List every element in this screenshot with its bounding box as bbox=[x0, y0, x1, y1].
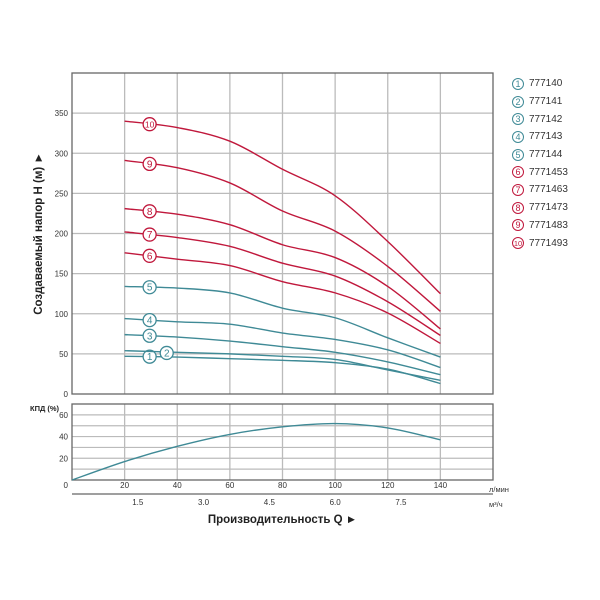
x-tick-label: 40 bbox=[173, 481, 182, 490]
legend-label: 777143 bbox=[529, 131, 563, 143]
x2-tick-label: 4.5 bbox=[264, 498, 276, 507]
plot-frame bbox=[71, 72, 494, 395]
x2-tick-label: 7.5 bbox=[395, 498, 407, 507]
curve-5 bbox=[124, 285, 441, 358]
legend-item: 5 777144 bbox=[512, 146, 568, 164]
legend-item: 9 7771483 bbox=[512, 217, 568, 235]
curve-label-badge bbox=[142, 312, 157, 328]
legend-label: 777140 bbox=[529, 78, 563, 90]
curve-label-number: 3 bbox=[147, 331, 153, 342]
efficiency-axis-label: КПД (%) bbox=[30, 404, 60, 413]
curve-label-number: 7 bbox=[147, 230, 153, 241]
curve-label-badge bbox=[142, 204, 157, 219]
legend-item: 1 777140 bbox=[512, 75, 568, 93]
legend-badge: 5 bbox=[512, 148, 524, 161]
legend-badge: 3 bbox=[512, 113, 524, 126]
curve-4 bbox=[124, 317, 441, 369]
x-tick-label: 140 bbox=[434, 481, 448, 490]
curve-label-number: 1 bbox=[147, 352, 153, 363]
y-tick-label: 150 bbox=[55, 270, 69, 279]
y-tick-label: 0 bbox=[64, 390, 69, 399]
x-tick-label: 100 bbox=[328, 481, 342, 490]
legend-badge: 4 bbox=[512, 130, 524, 143]
legend-label: 7771483 bbox=[529, 219, 568, 231]
curve-label-number: 4 bbox=[147, 316, 153, 327]
curve-label-badge bbox=[142, 248, 157, 263]
legend-item: 10 7771493 bbox=[512, 234, 568, 252]
curve-label-badge bbox=[142, 328, 157, 343]
legend-badge: 2 bbox=[512, 95, 524, 108]
legend-label: 777142 bbox=[529, 113, 563, 125]
plot-frame bbox=[71, 403, 494, 481]
x-tick-label: 20 bbox=[120, 481, 129, 490]
legend-badge: 7 bbox=[512, 183, 524, 196]
x2-tick-label: 1.5 bbox=[132, 498, 144, 507]
x2-unit-label: м³/ч bbox=[489, 500, 503, 509]
x2-tick-label: 3.0 bbox=[198, 498, 210, 507]
x-tick-label: 120 bbox=[381, 481, 395, 490]
curve-label-badge bbox=[142, 227, 157, 242]
curve-label-number: 8 bbox=[147, 207, 153, 218]
y-tick-label: 300 bbox=[55, 149, 69, 158]
curve-label-number: 9 bbox=[147, 159, 153, 170]
x2-tick-label: 6.0 bbox=[330, 498, 342, 507]
curve-label-number: 5 bbox=[147, 283, 153, 294]
y-axis-label: Создаваемый напор H (м) ► bbox=[33, 152, 45, 315]
curve-label-number: 2 bbox=[164, 348, 170, 359]
y-tick-label: 350 bbox=[55, 109, 69, 118]
legend-item: 4 777143 bbox=[512, 128, 568, 146]
curve-label-number: 10 bbox=[145, 120, 155, 130]
y-tick-label: 50 bbox=[59, 350, 68, 359]
curve-10 bbox=[124, 120, 441, 295]
legend-item: 7 7771463 bbox=[512, 181, 568, 199]
legend-label: 7771453 bbox=[529, 166, 568, 178]
y-tick-label: 200 bbox=[55, 230, 69, 239]
efficiency-curve bbox=[71, 422, 441, 481]
curve-1 bbox=[124, 355, 441, 385]
legend-label: 7771493 bbox=[529, 237, 568, 249]
legend-item: 3 777142 bbox=[512, 110, 568, 128]
legend-badge: 1 bbox=[512, 77, 524, 90]
y-tick-label: 250 bbox=[55, 189, 69, 198]
x-unit-label: л/мин bbox=[489, 485, 509, 494]
x-tick-label: 60 bbox=[225, 481, 234, 490]
y-tick-label: 100 bbox=[55, 310, 69, 319]
legend-label: 7771473 bbox=[529, 202, 568, 214]
legend-item: 2 777141 bbox=[512, 93, 568, 111]
curve-label-badge bbox=[159, 345, 174, 361]
x-origin-label: 0 bbox=[64, 481, 69, 490]
y-tick-label: 20 bbox=[59, 454, 68, 463]
curve-3 bbox=[124, 333, 441, 376]
legend-badge: 10 bbox=[512, 237, 524, 250]
legend-item: 6 7771453 bbox=[512, 163, 568, 181]
curve-6 bbox=[124, 252, 441, 345]
y-tick-label: 60 bbox=[59, 411, 68, 420]
curve-label-badge bbox=[142, 349, 157, 364]
x-axis-label: Производительность Q ► bbox=[208, 514, 357, 526]
curve-label-number: 6 bbox=[147, 251, 153, 262]
curve-label-badge bbox=[142, 156, 157, 172]
y-tick-label: 40 bbox=[59, 433, 68, 442]
legend-badge: 6 bbox=[512, 166, 524, 179]
legend-item: 8 7771473 bbox=[512, 199, 568, 217]
legend-badge: 9 bbox=[512, 219, 524, 232]
x-tick-label: 80 bbox=[278, 481, 287, 490]
legend-label: 777144 bbox=[529, 149, 563, 161]
legend-badge: 8 bbox=[512, 201, 524, 214]
curve-8 bbox=[124, 207, 441, 330]
curve-9 bbox=[124, 159, 441, 312]
legend: 1 777140 2 777141 3 777142 4 777143 5 777144 6 7771… bbox=[512, 75, 568, 252]
curve-2 bbox=[124, 349, 441, 382]
curve-label-badge bbox=[142, 280, 157, 295]
curve-7 bbox=[124, 231, 441, 337]
legend-label: 777141 bbox=[529, 96, 563, 108]
legend-label: 7771463 bbox=[529, 184, 568, 196]
curve-label-badge bbox=[142, 117, 157, 132]
